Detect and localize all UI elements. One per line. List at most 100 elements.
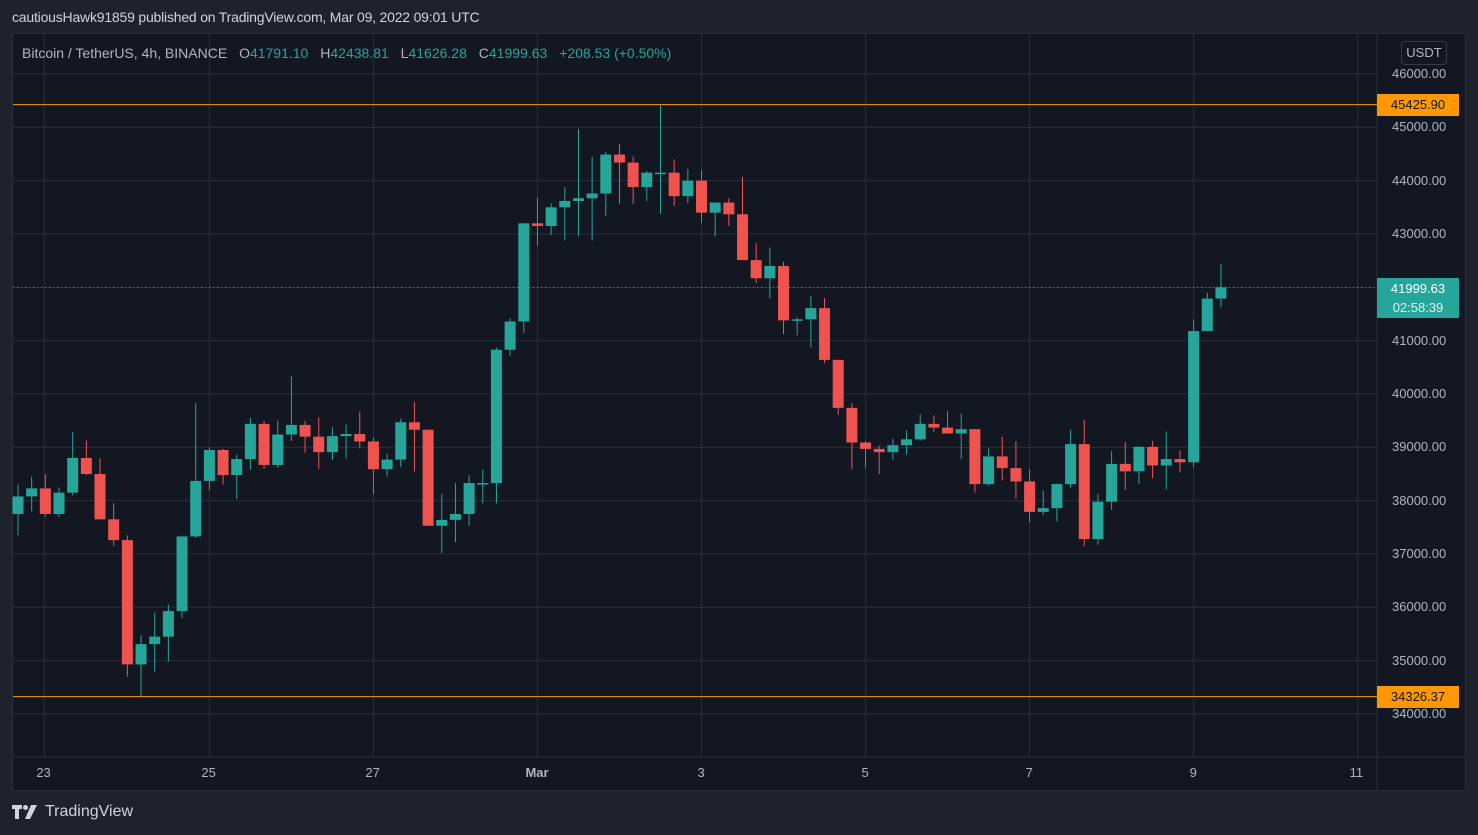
tradingview-logo-icon [12, 805, 37, 819]
candle-body [969, 429, 981, 485]
candle-body [572, 198, 584, 201]
candle-body [627, 162, 639, 188]
candle-body [586, 193, 598, 199]
candle-body [504, 321, 516, 350]
candle-body [518, 223, 530, 322]
candle-body [149, 636, 161, 645]
change-value: +208.53 (+0.50%) [559, 45, 672, 61]
bar-countdown: 02:58:39 [1392, 300, 1444, 315]
candle-body [668, 172, 680, 197]
candle-body [955, 429, 967, 434]
candle-body [942, 427, 954, 434]
candle-body [94, 474, 106, 520]
time-tick-label: 23 [36, 765, 51, 780]
candle-body [914, 423, 926, 440]
candle-body [272, 434, 284, 465]
candle-body [39, 488, 51, 514]
candle-body [326, 436, 338, 453]
candle-body [1174, 459, 1186, 463]
candle-body [176, 536, 188, 612]
candle-body [1037, 508, 1049, 512]
high-label: H [320, 45, 331, 61]
candle-body [244, 423, 256, 460]
candle-body [1147, 446, 1159, 466]
candle-body [1119, 463, 1131, 472]
candle-body [108, 519, 120, 541]
candle-body [367, 441, 379, 470]
candle-body [80, 458, 92, 474]
candle-body [709, 202, 721, 213]
candle-body [12, 496, 24, 514]
price-tick-label: 40000.00 [1392, 386, 1447, 401]
price-tick-label: 44000.00 [1392, 172, 1447, 188]
time-tick-label: 3 [697, 765, 705, 780]
open-label: O [239, 45, 250, 61]
candle-body [764, 266, 776, 279]
support-price-tag: 34326.37 [1377, 686, 1459, 708]
candle-body [299, 424, 311, 437]
candle-body [395, 422, 407, 460]
candle-body [559, 200, 571, 208]
symbol-title[interactable]: Bitcoin / TetherUS, 4h, BINANCE [22, 45, 228, 61]
candle-body [805, 308, 817, 320]
tradingview-logo[interactable]: TradingView [12, 803, 133, 821]
candle-body [1133, 446, 1145, 472]
candle-body [873, 448, 885, 453]
candle-body [531, 223, 543, 226]
candle-body [1188, 331, 1200, 463]
price-tick-label: 34000.00 [1392, 706, 1447, 721]
candle-body [887, 445, 899, 453]
close-label: C [478, 45, 489, 61]
candle-body [217, 450, 229, 476]
candle-body [436, 519, 448, 526]
candle-body [1160, 459, 1172, 466]
candle-body [641, 172, 653, 188]
candle-body [354, 434, 366, 442]
price-tick-label: 38000.00 [1392, 492, 1447, 508]
candle-body [928, 423, 940, 428]
candle-body [203, 450, 215, 481]
candle-body [901, 439, 913, 446]
time-tick-label: 11 [1349, 765, 1364, 780]
currency-badge[interactable]: USDT [1401, 41, 1447, 65]
candle-body [449, 514, 461, 520]
candle-body [1106, 463, 1118, 502]
brand-label: TradingView [45, 803, 134, 820]
candle-body [313, 436, 325, 453]
candle-body [654, 172, 666, 175]
candle-body [121, 540, 133, 665]
candle-body [846, 407, 858, 443]
price-tick-label: 37000.00 [1392, 546, 1447, 561]
price-tick-label: 39000.00 [1392, 439, 1447, 455]
time-tick-label: 9 [1189, 765, 1197, 780]
close-value: 41999.63 [488, 45, 548, 61]
time-tick-label: 5 [861, 765, 869, 780]
low-value: 41626.28 [408, 45, 467, 61]
price-tick-label: 46000.00 [1392, 66, 1447, 81]
candle-body [1065, 444, 1077, 485]
candle-body [696, 180, 707, 213]
candle-body [545, 207, 557, 226]
candle-body [190, 480, 202, 537]
candle-body [408, 422, 420, 430]
price-tick-label: 41000.00 [1392, 332, 1447, 348]
candle-body [135, 644, 147, 665]
candle-body [53, 492, 65, 514]
candle-body [832, 359, 844, 408]
candle-body [791, 319, 803, 321]
low-label: L [400, 45, 409, 61]
time-tick-label: 25 [201, 765, 216, 780]
candle-body [600, 154, 612, 194]
open-value: 41791.10 [249, 45, 309, 61]
time-tick-label: Mar [525, 765, 549, 780]
resistance-price-tag: 45425.90 [1377, 94, 1459, 116]
candle-body [819, 308, 831, 360]
price-tick-label: 35000.00 [1392, 652, 1447, 668]
candle-body [231, 459, 243, 476]
last-price-tag: 41999.63 02:58:39 [1377, 278, 1459, 318]
chart-frame[interactable] [12, 33, 1466, 791]
candle-body [983, 456, 995, 485]
candle-body [1201, 298, 1213, 332]
candle-body [1024, 481, 1036, 512]
